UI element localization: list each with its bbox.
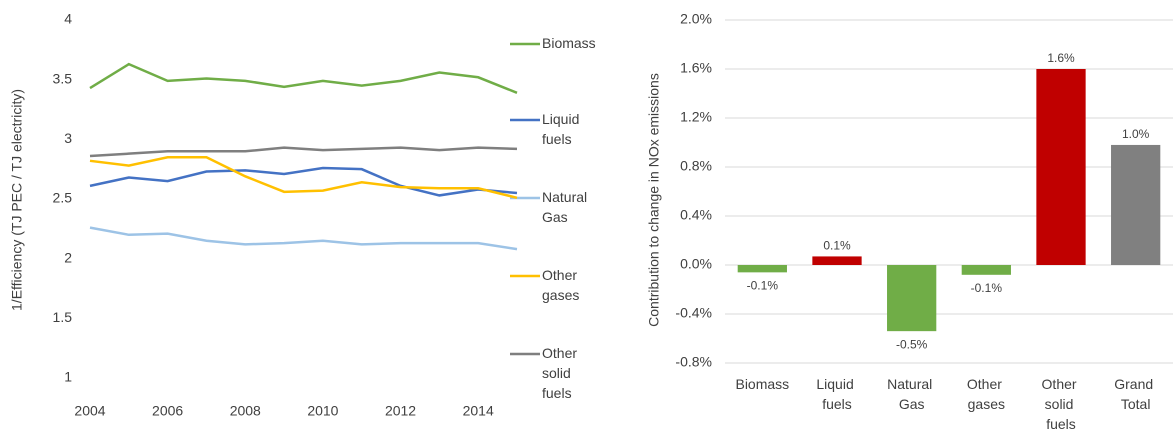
data-line <box>89 62 518 94</box>
x-tick-label: Natural Gas <box>887 376 936 412</box>
legend-label: Natural Gas <box>542 189 591 225</box>
data-line <box>89 166 518 197</box>
data-line <box>89 146 518 158</box>
y-tick-label: -0.4% <box>675 305 712 321</box>
y-tick-label: 1.5 <box>53 309 73 325</box>
legend-label: Other gases <box>542 267 581 303</box>
legend-label: Liquid fuels <box>542 111 583 147</box>
y-axis-title: 1/Efficiency (TJ PEC / TJ electricity) <box>9 89 25 311</box>
x-tick-label: 2014 <box>463 403 494 419</box>
legend-label: Other solid fuels <box>542 345 581 401</box>
x-tick-label: Liquid fuels <box>816 376 857 412</box>
x-tick-label: 2012 <box>385 403 416 419</box>
x-tick-label: 2006 <box>152 403 183 419</box>
y-tick-label: -0.8% <box>675 354 712 370</box>
value-label: 0.1% <box>823 239 851 253</box>
x-tick-label: 2004 <box>74 403 105 419</box>
value-label: -0.5% <box>896 337 928 351</box>
bar <box>1036 69 1086 265</box>
x-tick-label: Other gases <box>967 376 1006 412</box>
bar <box>1111 144 1161 265</box>
data-line <box>89 155 518 200</box>
y-tick-label: 4 <box>64 11 72 27</box>
value-label: 1.0% <box>1122 127 1150 141</box>
legend-label: Biomass <box>542 35 596 51</box>
y-tick-label: 3 <box>64 130 72 146</box>
value-label: -0.1% <box>971 281 1003 295</box>
y-tick-label: 1.2% <box>680 109 712 125</box>
y-tick-label: 2.5 <box>53 190 73 206</box>
x-tick-label: 2010 <box>307 403 338 419</box>
bar <box>812 256 862 265</box>
bar <box>887 265 937 332</box>
y-tick-label: 1.6% <box>680 60 712 76</box>
y-tick-label: 2.0% <box>680 11 712 27</box>
x-tick-label: Biomass <box>735 376 789 392</box>
y-tick-label: 2 <box>64 249 72 265</box>
y-tick-label: 0.4% <box>680 207 712 223</box>
x-tick-label: Grand Total <box>1114 376 1157 412</box>
y-axis-title: Contribution to change in NOx emissions <box>646 73 662 327</box>
y-tick-label: 3.5 <box>53 70 73 86</box>
y-tick-label: 0.0% <box>680 256 712 272</box>
x-tick-label: Other solid fuels <box>1042 376 1081 432</box>
value-label: -0.1% <box>747 279 779 293</box>
bar <box>737 265 787 273</box>
x-tick-label: 2008 <box>230 403 261 419</box>
y-tick-label: 0.8% <box>680 158 712 174</box>
bar <box>961 265 1011 275</box>
value-label: 1.6% <box>1047 51 1075 65</box>
data-line <box>89 226 518 251</box>
y-tick-label: 1 <box>64 369 72 385</box>
